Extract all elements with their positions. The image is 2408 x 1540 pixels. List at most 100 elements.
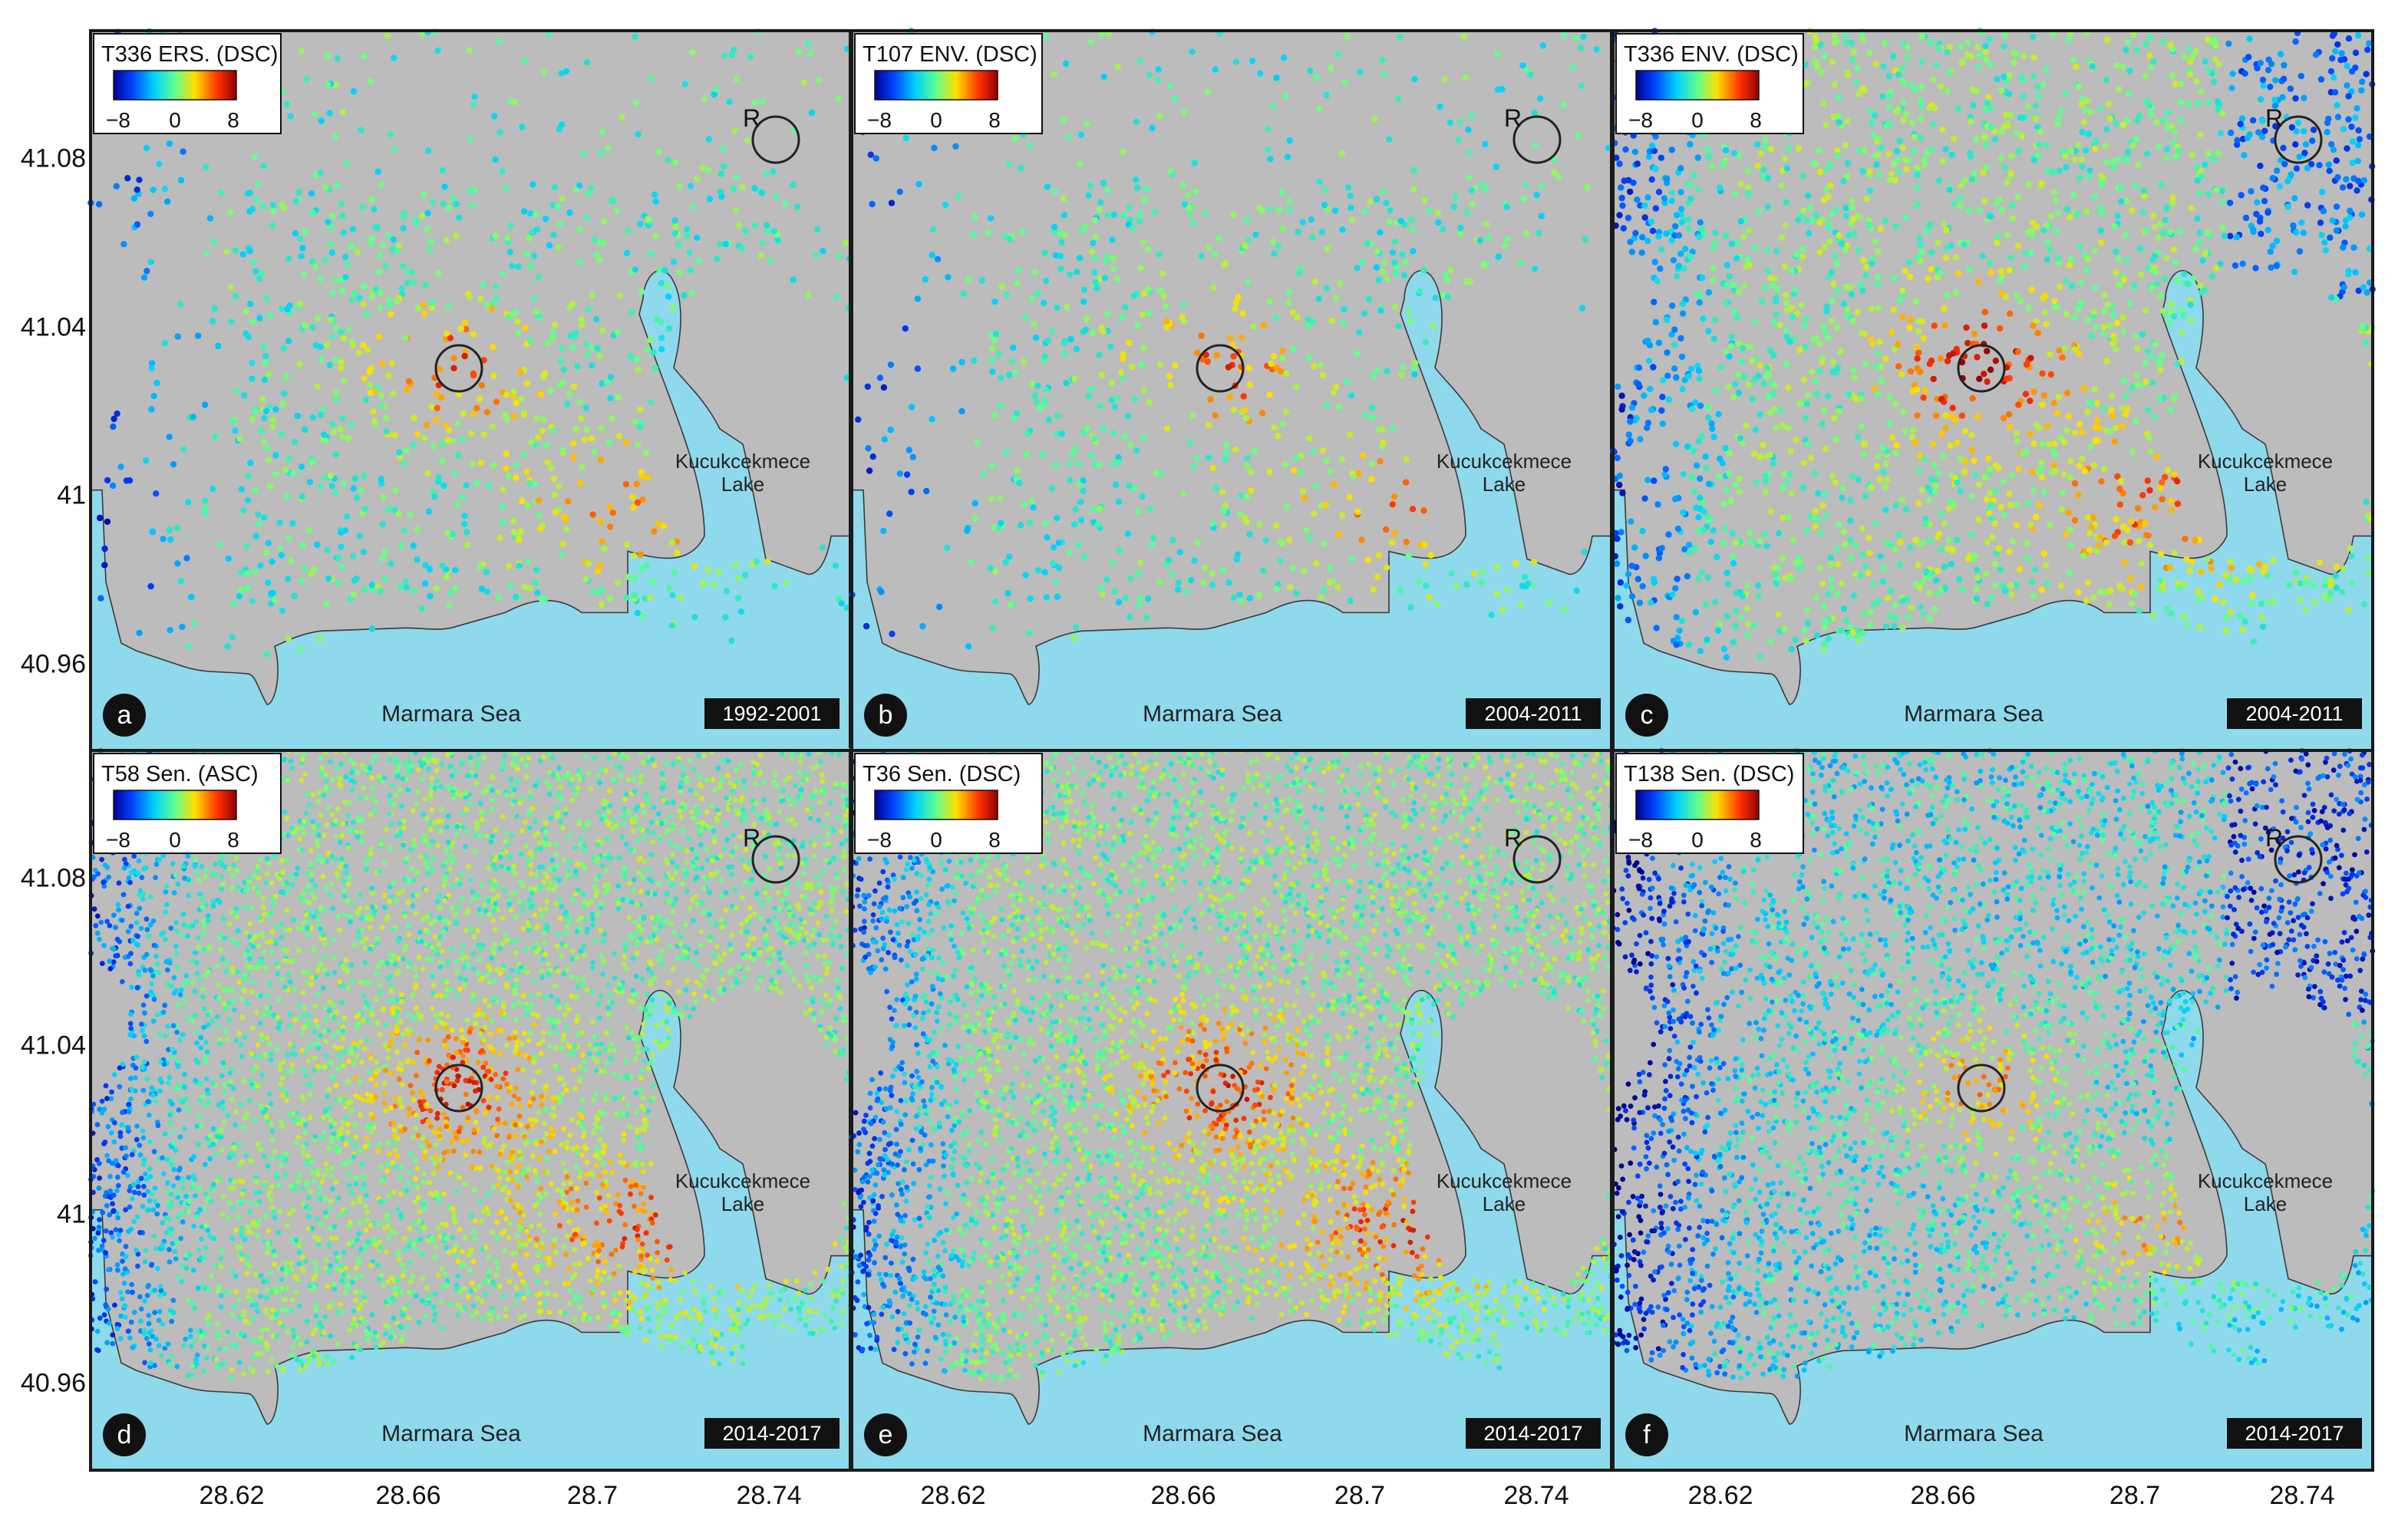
velocity-point: [2136, 608, 2142, 615]
velocity-point: [1855, 434, 1862, 440]
velocity-point: [342, 274, 349, 281]
velocity-point: [441, 183, 448, 190]
velocity-point: [174, 333, 181, 340]
velocity-point: [402, 578, 409, 585]
velocity-point: [2088, 332, 2095, 339]
velocity-point: [1802, 343, 1809, 351]
velocity-point: [820, 247, 826, 255]
velocity-point: [1327, 564, 1334, 572]
velocity-point: [1120, 355, 1126, 362]
velocity-point: [2156, 585, 2162, 593]
velocity-point: [1695, 575, 1702, 582]
velocity-point: [1783, 327, 1790, 335]
velocity-point: [478, 382, 485, 389]
velocity-point: [2331, 89, 2339, 96]
velocity-point: [2340, 244, 2347, 251]
velocity-point: [1885, 104, 1893, 110]
velocity-point: [422, 562, 429, 569]
velocity-point: [2145, 264, 2152, 271]
velocity-point: [2092, 284, 2099, 291]
velocity-point: [312, 110, 318, 118]
velocity-point: [2117, 477, 2125, 485]
velocity-point: [1993, 200, 2000, 207]
velocity-point: [1628, 562, 1635, 569]
velocity-point: [465, 1137, 470, 1143]
velocity-point: [1332, 383, 1340, 390]
velocity-point: [147, 894, 153, 900]
velocity-point: [1778, 182, 1785, 189]
velocity-point: [503, 184, 510, 192]
velocity-point: [398, 285, 405, 292]
velocity-point: [283, 1151, 289, 1156]
velocity-point: [1902, 428, 1909, 435]
velocity-point: [2190, 275, 2197, 282]
velocity-point: [2194, 215, 2201, 222]
velocity-point: [1359, 259, 1366, 265]
velocity-point: [1863, 196, 1870, 203]
colorbar-legend: T107 ENV. (DSC)−8 0 8: [854, 33, 1043, 134]
velocity-point: [439, 562, 446, 569]
velocity-point: [243, 570, 251, 577]
period-badge: [704, 698, 840, 729]
velocity-point: [532, 579, 539, 586]
velocity-point: [889, 630, 896, 638]
velocity-point: [923, 487, 930, 495]
velocity-point: [1627, 418, 1634, 425]
velocity-point: [1434, 209, 1441, 216]
panel-letter-badge: [864, 694, 907, 737]
velocity-point: [1783, 307, 1791, 314]
velocity-point: [1617, 603, 1624, 610]
velocity-point: [1976, 207, 1983, 214]
velocity-point: [1149, 542, 1156, 549]
panel-letter-badge: [103, 694, 146, 737]
velocity-point: [1997, 566, 2004, 573]
velocity-point: [867, 151, 874, 158]
velocity-point: [2030, 73, 2037, 80]
velocity-point: [1323, 91, 1330, 99]
velocity-point: [2327, 589, 2334, 597]
velocity-point: [375, 269, 383, 275]
velocity-point: [1324, 246, 1331, 252]
velocity-point: [2363, 289, 2370, 296]
velocity-point: [345, 845, 351, 851]
velocity-point: [1407, 216, 1415, 223]
velocity-point: [2119, 64, 2126, 71]
velocity-point: [1096, 462, 1103, 469]
velocity-point: [451, 1210, 457, 1216]
velocity-point: [291, 592, 298, 599]
velocity-point: [1954, 479, 1961, 486]
velocity-point: [1933, 61, 1940, 69]
velocity-point: [526, 585, 534, 592]
velocity-point: [413, 966, 418, 972]
velocity-point: [1367, 198, 1374, 206]
velocity-point: [2086, 529, 2093, 537]
velocity-point: [1917, 134, 1925, 141]
velocity-point: [1374, 367, 1380, 374]
velocity-point: [1798, 213, 1805, 220]
velocity-point: [992, 330, 1000, 338]
velocity-point: [344, 261, 351, 269]
velocity-point: [2127, 575, 2134, 582]
velocity-point: [1663, 175, 1671, 182]
velocity-point: [363, 1203, 368, 1209]
velocity-point: [1159, 270, 1166, 277]
velocity-point: [1722, 300, 1730, 307]
velocity-point: [1992, 560, 1999, 568]
velocity-point: [1369, 404, 1376, 411]
velocity-point: [837, 1006, 843, 1011]
velocity-point: [439, 457, 446, 465]
velocity-point: [1495, 253, 1502, 260]
velocity-point: [878, 589, 885, 595]
colorbar-legend: T336 ERS. (DSC)−8 0 8: [93, 33, 282, 134]
velocity-point: [1664, 316, 1671, 324]
velocity-point: [1397, 34, 1404, 41]
velocity-point: [1804, 440, 1812, 447]
velocity-point: [1172, 95, 1179, 103]
velocity-point: [2326, 167, 2333, 174]
velocity-point: [1078, 226, 1086, 234]
velocity-point: [1943, 226, 1950, 233]
velocity-point: [2032, 102, 2039, 109]
velocity-point: [989, 368, 996, 375]
velocity-point: [896, 188, 903, 196]
velocity-point: [2258, 614, 2265, 621]
